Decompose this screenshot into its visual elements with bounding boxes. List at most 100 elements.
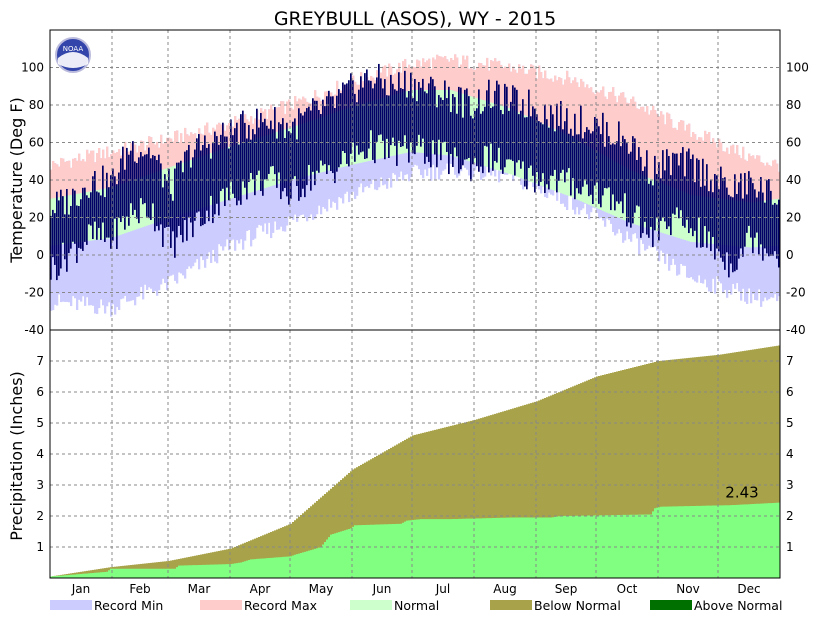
observed-temp-bar: [660, 178, 662, 221]
observed-temp-bar: [382, 88, 384, 141]
precip-normal-area: [762, 347, 765, 578]
observed-temp-bar: [496, 80, 498, 163]
precip-normal-area: [616, 371, 619, 578]
record-max-bar: [288, 99, 291, 129]
precip-normal-area: [444, 427, 447, 578]
observed-temp-bar: [306, 108, 308, 186]
observed-temp-bar: [396, 90, 398, 166]
observed-temp-bar: [284, 138, 286, 188]
observed-temp-bar: [768, 179, 770, 257]
precip-normal-area: [358, 466, 361, 578]
record-max-bar: [432, 57, 435, 90]
observed-temp-bar: [290, 133, 292, 199]
observed-temp-bar: [302, 115, 304, 189]
precip-normal-area: [238, 545, 241, 578]
observed-temp-bar: [350, 73, 352, 154]
precip-normal-area: [732, 352, 735, 578]
record-max-bar: [168, 137, 171, 168]
observed-temp-bar: [262, 122, 264, 196]
record-max-bar: [554, 75, 557, 130]
observed-temp-bar: [528, 89, 530, 168]
precip-normal-area: [646, 364, 649, 578]
precip-normal-area: [580, 383, 583, 578]
precip-normal-area: [312, 504, 315, 578]
observed-temp-bar: [164, 174, 166, 228]
observed-temp-bar: [550, 105, 552, 176]
record-max-bar: [724, 151, 727, 200]
observed-temp-bar: [444, 80, 446, 142]
observed-temp-bar: [378, 63, 380, 136]
precip-normal-area: [494, 413, 497, 578]
precip-normal-area: [630, 368, 633, 578]
precip-normal-area: [336, 483, 339, 578]
observed-temp-bar: [670, 175, 672, 236]
precip-normal-area: [464, 422, 467, 578]
month-label: Nov: [676, 582, 699, 596]
observed-temp-bar: [186, 150, 188, 241]
record-max-bar: [494, 58, 497, 104]
precip-normal-area: [684, 358, 687, 578]
precip-normal-area: [354, 468, 357, 578]
precip-normal-area: [608, 373, 611, 578]
observed-temp-bar: [732, 197, 734, 273]
record-max-bar: [182, 142, 185, 163]
observed-temp-bar: [250, 139, 252, 173]
record-max-bar: [268, 109, 271, 135]
precip-normal-area: [636, 366, 639, 578]
observed-temp-bar: [78, 205, 80, 248]
observed-temp-bar: [646, 150, 648, 235]
precip-normal-area: [668, 359, 671, 578]
precip-normal-area: [562, 390, 565, 578]
precip-normal-area: [322, 495, 325, 578]
observed-temp-bar: [664, 170, 666, 222]
precip-normal-area: [250, 540, 253, 578]
observed-temp-bar: [430, 76, 432, 168]
precip-normal-area: [492, 414, 495, 578]
temp-tick-right: -40: [786, 323, 806, 337]
observed-temp-bar: [760, 177, 762, 245]
precip-normal-area: [514, 407, 517, 578]
precip-normal-area: [266, 533, 269, 578]
observed-temp-bar: [688, 148, 690, 234]
observed-temp-bar: [696, 158, 698, 248]
record-max-bar: [434, 59, 437, 90]
record-max-bar: [52, 160, 55, 199]
record-max-bar: [648, 114, 651, 178]
record-max-bar: [568, 77, 571, 136]
precip-normal-area: [390, 447, 393, 578]
record-max-bar: [462, 55, 465, 94]
record-max-bar: [278, 106, 281, 132]
precip-normal-area: [470, 420, 473, 578]
precip-normal-area: [506, 410, 509, 578]
precip-normal-area: [702, 356, 705, 578]
record-max-bar: [664, 124, 667, 185]
precip-normal-area: [558, 392, 561, 578]
precip-normal-area: [388, 449, 391, 578]
observed-temp-bar: [408, 91, 410, 163]
observed-temp-bar: [134, 161, 136, 210]
record-max-bar: [150, 137, 153, 174]
observed-temp-bar: [54, 213, 56, 265]
precip-normal-area: [248, 541, 251, 578]
precip-normal-area: [396, 444, 399, 578]
record-max-bar: [478, 62, 481, 99]
record-max-bar: [770, 166, 773, 200]
record-max-bar: [86, 149, 89, 192]
normal-range-bar: [698, 196, 701, 243]
precip-normal-area: [672, 359, 675, 578]
precip-tick-right: 7: [786, 354, 794, 368]
record-max-bar: [566, 70, 569, 135]
record-max-bar: [576, 82, 579, 141]
observed-temp-bar: [298, 108, 300, 201]
record-max-bar: [722, 151, 725, 199]
record-max-bar: [714, 142, 717, 198]
observed-temp-bar: [170, 194, 172, 248]
precip-normal-area: [598, 376, 601, 578]
observed-temp-bar: [278, 122, 280, 173]
record-max-bar: [282, 101, 285, 130]
observed-temp-bar: [172, 200, 174, 232]
record-max-bar: [590, 87, 593, 149]
record-max-bar: [588, 88, 591, 147]
precip-normal-area: [384, 451, 387, 578]
record-max-bar: [726, 147, 729, 200]
